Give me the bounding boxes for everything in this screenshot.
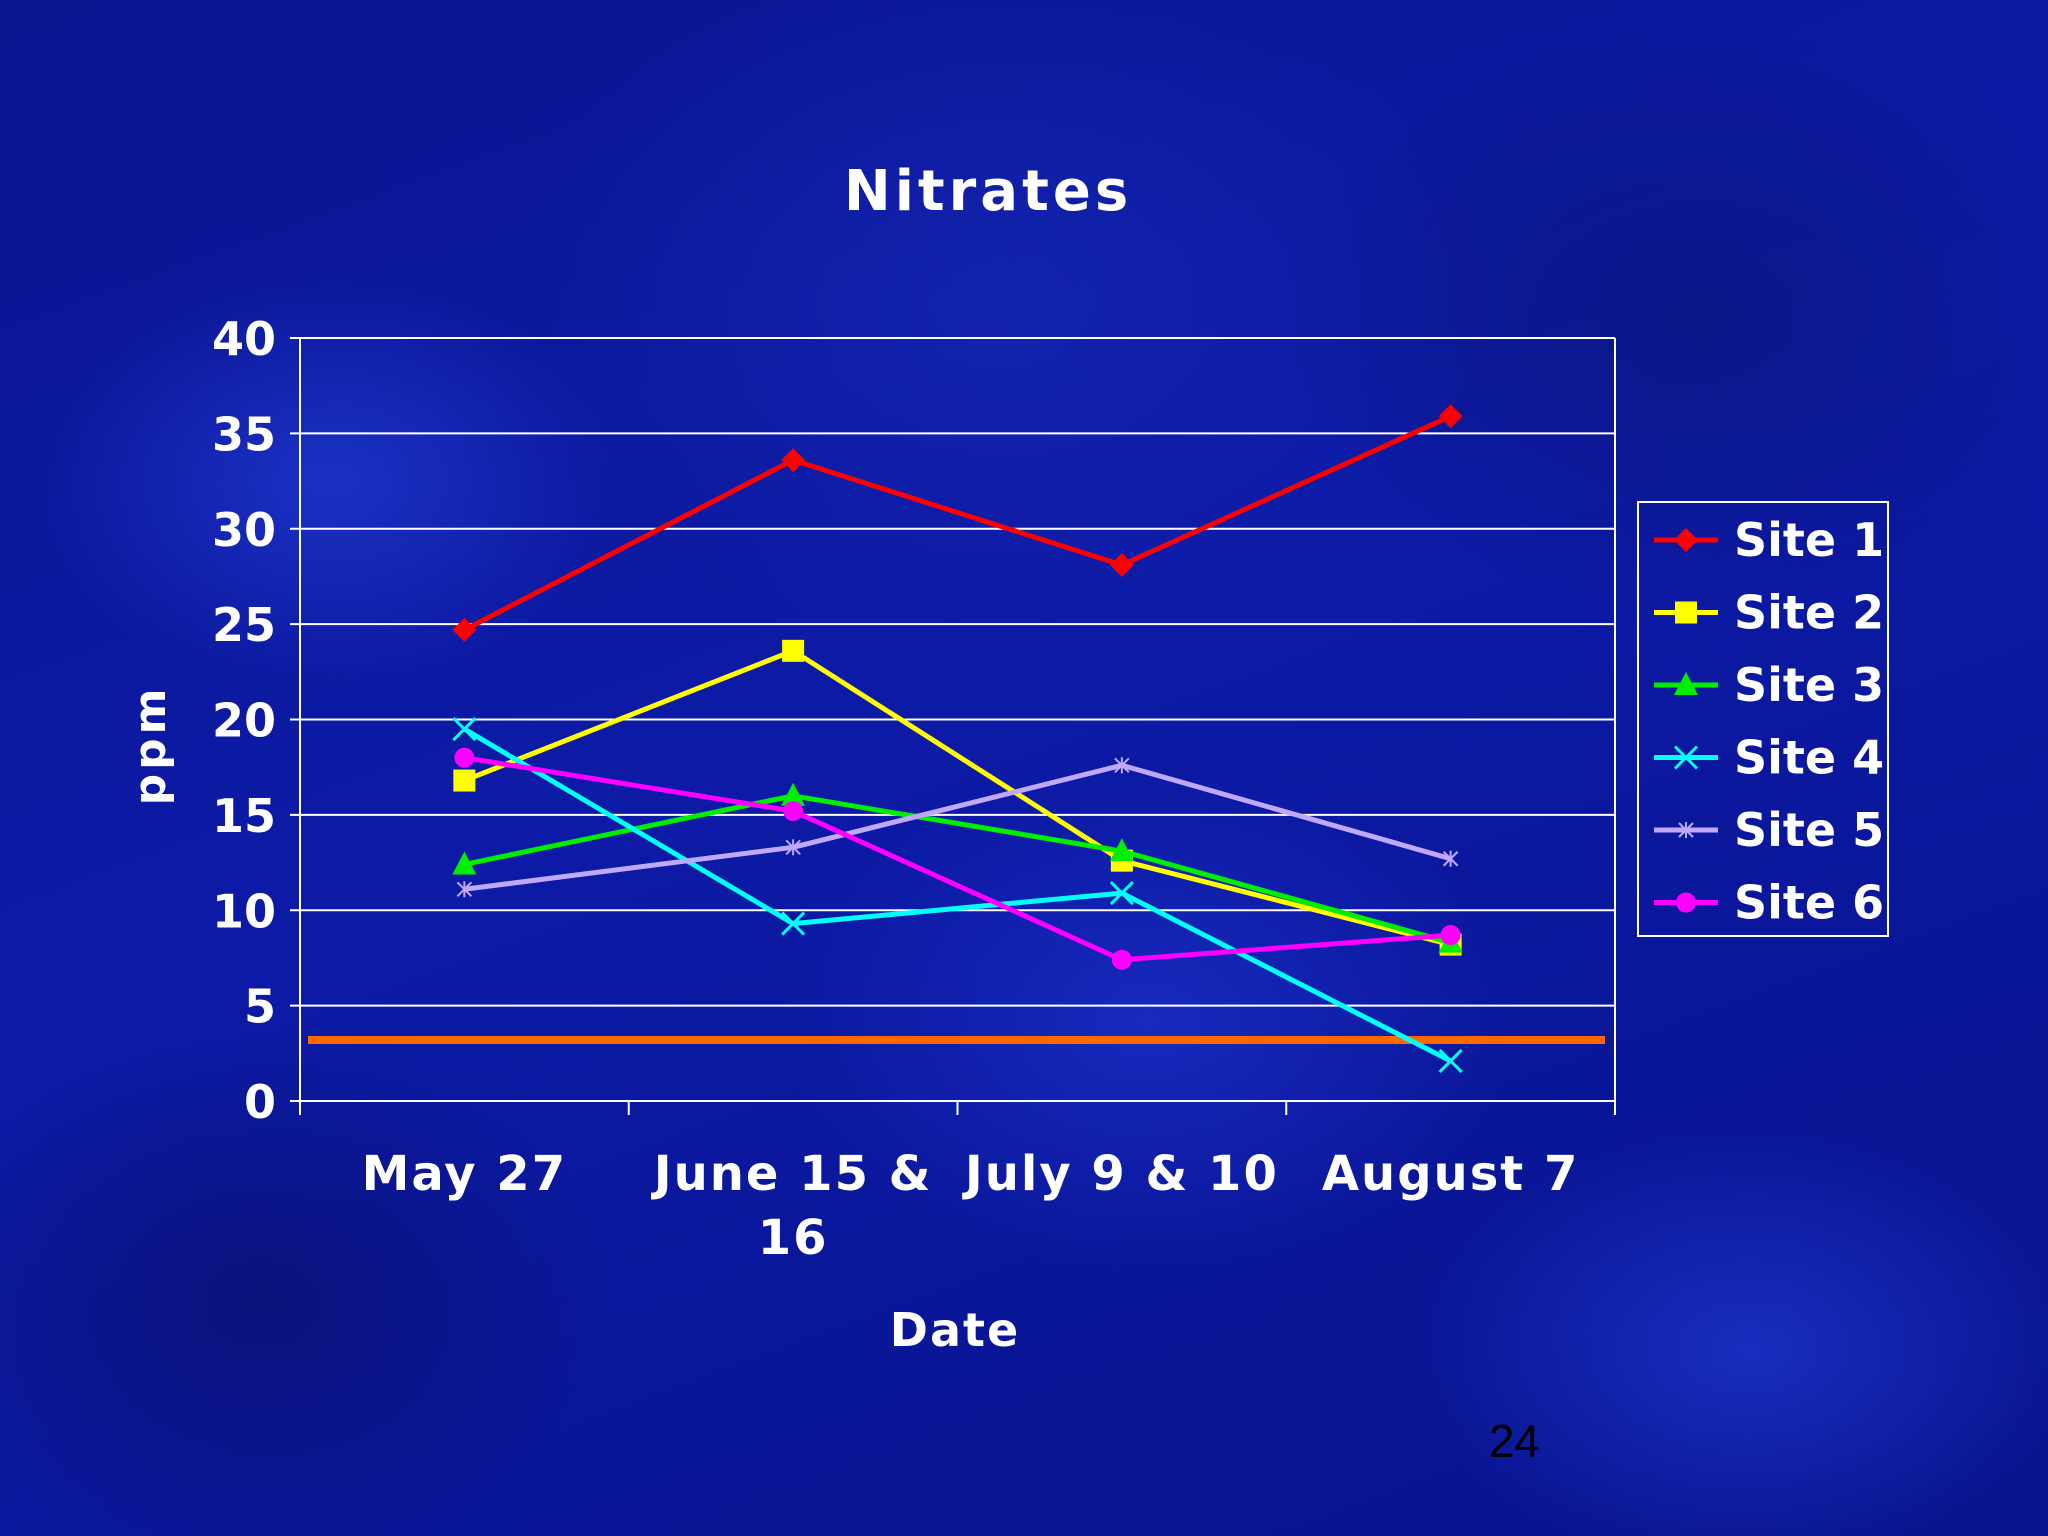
y-tick-label: 35: [212, 407, 276, 461]
x-axis-label: Date: [890, 1303, 1020, 1357]
x-tick-label: June 15 & 16: [651, 1146, 933, 1266]
series-line: [463, 648, 1452, 948]
legend-label: Site 1: [1734, 513, 1884, 567]
legend-swatch-marker: [1673, 745, 1699, 770]
y-tick-label: 40: [212, 312, 276, 366]
x-tick-label: August 7: [1322, 1146, 1579, 1202]
series-6: [454, 747, 1461, 970]
y-tick-label: 25: [212, 598, 276, 652]
data-point: [1438, 1048, 1463, 1074]
data-point: [452, 851, 477, 875]
data-point: [1438, 404, 1463, 429]
legend-label: Site 3: [1734, 658, 1884, 712]
data-point: [1111, 949, 1132, 970]
data-point: [783, 801, 804, 822]
legend-swatch-marker: [1675, 601, 1697, 624]
legend-label: Site 6: [1734, 876, 1884, 930]
series-line: [464, 762, 1452, 892]
legend-swatch-marker: [1674, 672, 1698, 695]
data-point: [456, 881, 473, 898]
data-point: [453, 769, 476, 792]
y-axis-label: ppm: [125, 685, 176, 806]
y-tick-label: 15: [212, 789, 276, 843]
data-point: [781, 448, 806, 473]
series-line: [463, 413, 1452, 633]
series-5: [456, 757, 1459, 898]
data-point: [1109, 552, 1134, 577]
x-tick-label: July 9 & 10: [962, 1146, 1279, 1202]
legend-box: [1637, 501, 1889, 937]
data-point: [1114, 757, 1130, 774]
data-point: [781, 782, 806, 806]
data-point: [454, 747, 475, 768]
legend: Site 1 Site 2 Site 3 Site 4 Site 5 Site 6: [1637, 501, 1889, 937]
legend-item: Site 4: [1654, 731, 1884, 785]
legend-item: Site 1: [1654, 513, 1884, 567]
series-line: [463, 793, 1452, 946]
chart-title: Nitrates: [844, 159, 1132, 224]
data-point: [1442, 850, 1459, 867]
data-point: [452, 716, 477, 742]
y-tick-label: 20: [212, 694, 276, 748]
data-point: [785, 839, 801, 856]
data-point: [781, 911, 806, 936]
legend-label: Site 2: [1734, 586, 1884, 640]
series-4: [452, 716, 1463, 1074]
legend-label: Site 4: [1734, 731, 1884, 785]
x-tick-label: May 27: [362, 1146, 567, 1202]
data-point: [1109, 838, 1134, 862]
legend-item: Site 3: [1654, 658, 1884, 712]
series-line: [463, 755, 1451, 963]
legend-item: Site 5: [1654, 803, 1884, 857]
legend-swatch-marker: [1676, 892, 1696, 913]
plot-area: 0 5 10 15 20 25 30 35 40 May 27 June 15 & 16 July 9 …: [212, 312, 1616, 1266]
page-number: 24: [1488, 1415, 1540, 1467]
series-1: [452, 404, 1463, 642]
data-point: [1109, 881, 1134, 906]
y-tick-label: 30: [212, 503, 276, 557]
data-point: [1440, 925, 1461, 946]
legend-swatch-marker: [1678, 822, 1694, 838]
legend-label: Site 5: [1734, 803, 1884, 857]
legend-swatch-marker: [1674, 528, 1698, 552]
data-point: [782, 639, 805, 662]
legend-item: Site 6: [1654, 876, 1884, 930]
y-tick-label: 0: [244, 1075, 276, 1129]
y-tick-label: 5: [244, 980, 276, 1034]
legend-item: Site 2: [1654, 586, 1884, 640]
data-point: [452, 617, 477, 642]
series-line: [463, 726, 1452, 1064]
y-tick-label: 10: [212, 884, 276, 938]
